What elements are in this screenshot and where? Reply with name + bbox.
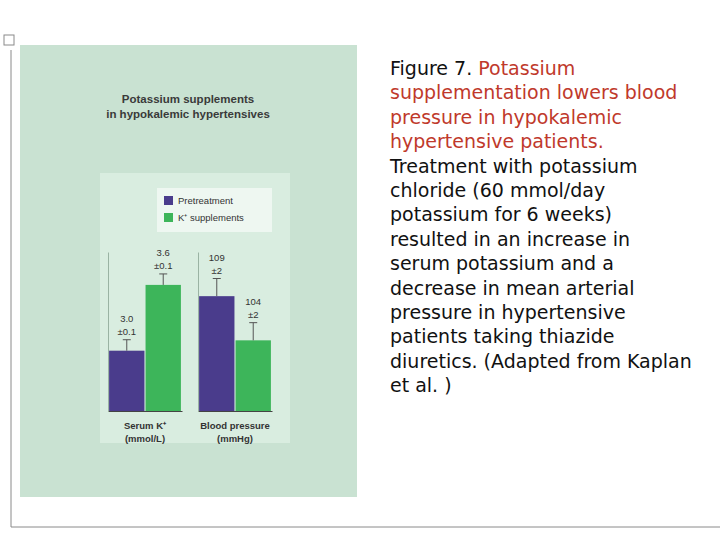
slide-rule-vertical (11, 50, 12, 527)
slide-bullet (4, 35, 14, 45)
y-axis-line (198, 253, 199, 412)
y-axis-line (108, 253, 109, 412)
x-tick: Serum K⁺ (mmol/L) (124, 411, 167, 444)
legend-box (157, 188, 272, 232)
x-tick: Blood pressure (mmHg) (200, 411, 270, 444)
error-cap (159, 273, 167, 274)
data-label-line: 3.6 (157, 247, 170, 258)
x-tick-label: Serum K⁺ (mmol/L) (124, 420, 167, 444)
x-axis-line (199, 411, 273, 412)
x-tick-label-line: Serum K⁺ (124, 420, 167, 431)
error-stem (253, 323, 254, 341)
x-axis-line (109, 411, 183, 412)
slide-rule-horizontal (11, 527, 720, 528)
data-label: 3.0 ±0.1 (118, 313, 136, 337)
y-axis (108, 253, 109, 412)
plot-marks (109, 274, 181, 411)
legend-swatch (164, 196, 173, 205)
caption-text: Treatment with potassium chloride (60 mm… (390, 155, 692, 397)
x-axis: Blood pressure (mmHg) (199, 411, 273, 444)
error-cap (213, 278, 221, 279)
title-line: Potassium supplements (122, 93, 254, 105)
data-label: 104±2 (245, 296, 261, 320)
data-label: 109±2 (209, 252, 225, 276)
caption: Figure 7. Potassium supplementation lowe… (390, 56, 695, 398)
error-stem (126, 340, 127, 351)
x-tick-label: Blood pressure (mmHg) (200, 420, 270, 444)
bar (146, 285, 181, 411)
legend-label: K⁺ supplements (178, 212, 244, 223)
data-label-line: 104 (245, 296, 261, 307)
data-label-line: ±0.1 (118, 326, 136, 337)
y-axis (198, 253, 199, 412)
legend-swatch (164, 213, 173, 222)
x-tick-label-line: Blood pressure (200, 420, 270, 431)
bar (109, 351, 144, 411)
error-cap (249, 322, 257, 323)
x-tick-label-line: (mmHg) (217, 433, 253, 444)
title-line: in hypokalemic hypertensives (106, 108, 270, 120)
caption-label: Figure 7. (390, 57, 472, 79)
x-axis: Serum K⁺ (mmol/L) (109, 411, 183, 444)
error-stem (216, 279, 217, 297)
chart-title: Potassium supplements in hypokalemic hype… (106, 93, 270, 120)
data-label-line: ±2 (212, 265, 223, 276)
error-bar (159, 274, 167, 285)
error-bar (123, 340, 131, 351)
plot-marks (199, 279, 271, 412)
data-label-line: ±0.1 (154, 260, 172, 271)
x-tick-label-line: (mmol/L) (125, 433, 165, 444)
error-bar (213, 279, 221, 297)
error-stem (163, 274, 164, 285)
legend: Pretreatment K⁺ supplements (157, 188, 272, 232)
plot-background (100, 173, 290, 443)
error-bar (249, 323, 257, 341)
error-cap (123, 339, 131, 340)
legend-label: Pretreatment (178, 195, 233, 206)
panel-background (20, 45, 357, 497)
data-label-line: 109 (209, 252, 225, 263)
data-label-line: ±2 (248, 309, 259, 320)
data-label-line: 3.0 (120, 313, 133, 324)
bar (236, 340, 271, 411)
data-label: 3.6 ±0.1 (154, 247, 172, 271)
bar (199, 296, 234, 411)
